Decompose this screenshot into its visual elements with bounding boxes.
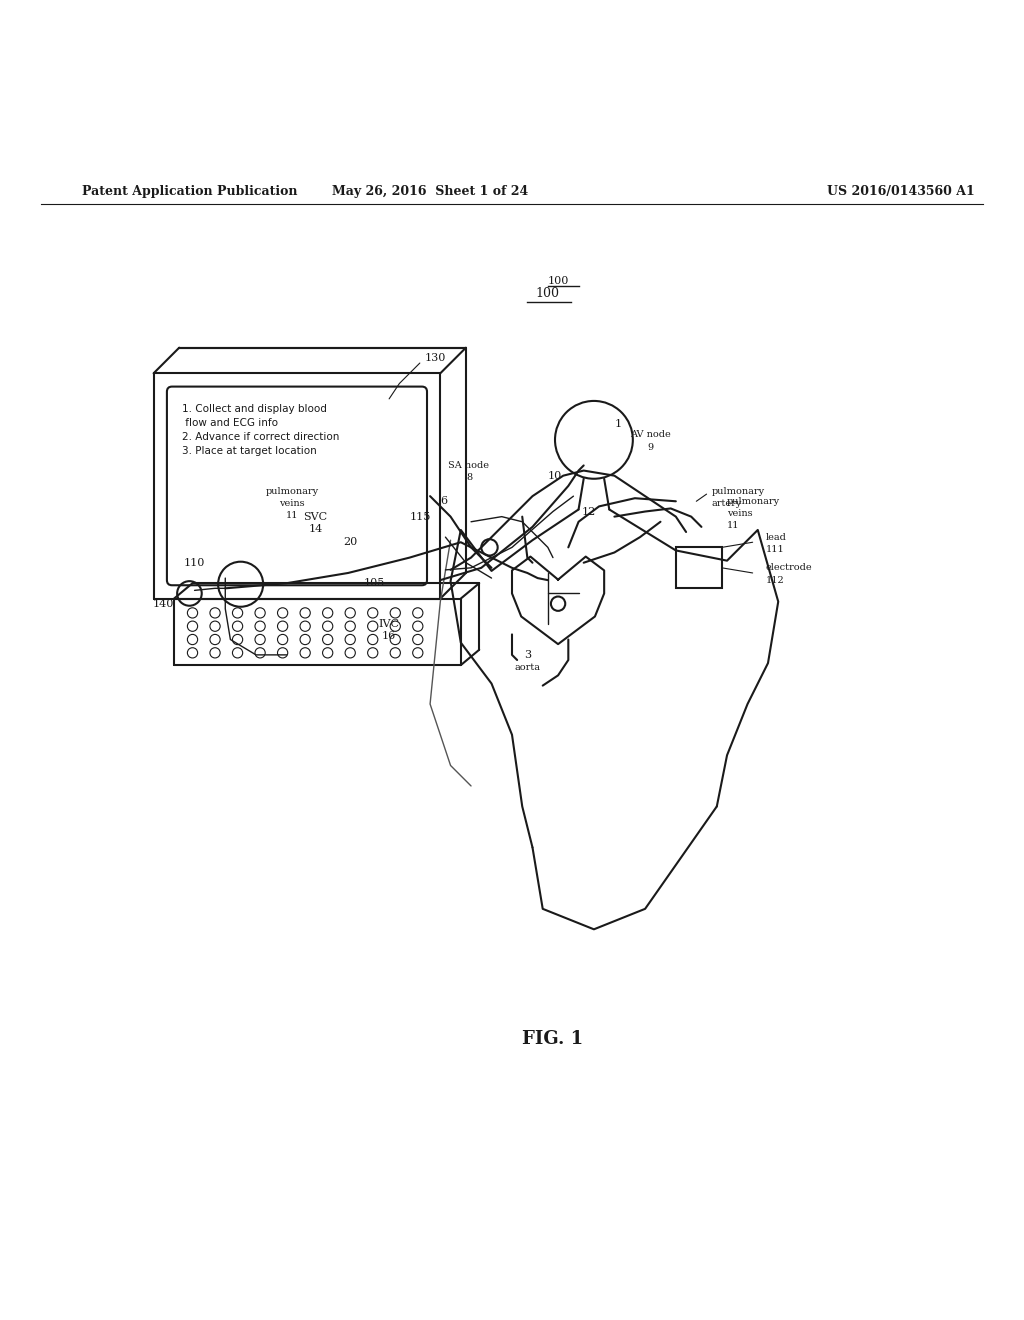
Text: veins: veins — [727, 510, 753, 517]
Text: 16: 16 — [382, 631, 396, 642]
Text: 8: 8 — [466, 474, 472, 482]
Text: 11: 11 — [286, 511, 298, 520]
Text: pulmonary: pulmonary — [265, 487, 318, 495]
Text: May 26, 2016  Sheet 1 of 24: May 26, 2016 Sheet 1 of 24 — [332, 185, 528, 198]
Text: SVC: SVC — [303, 512, 328, 521]
FancyBboxPatch shape — [167, 387, 427, 585]
Text: aorta: aorta — [514, 663, 541, 672]
Text: AV node: AV node — [630, 430, 671, 440]
Text: 3: 3 — [524, 649, 530, 660]
Text: SA node: SA node — [449, 461, 489, 470]
Text: IVC: IVC — [379, 619, 399, 630]
Text: pulmonary: pulmonary — [727, 496, 780, 506]
Text: 140: 140 — [153, 599, 174, 609]
Text: 110: 110 — [183, 558, 205, 568]
Text: lead: lead — [766, 532, 786, 541]
Text: 14: 14 — [308, 524, 323, 533]
Text: Patent Application Publication: Patent Application Publication — [82, 185, 297, 198]
Text: US 2016/0143560 A1: US 2016/0143560 A1 — [827, 185, 975, 198]
Text: 1: 1 — [614, 420, 622, 429]
Text: 11: 11 — [727, 521, 739, 531]
Text: 100: 100 — [548, 276, 569, 286]
Text: 130: 130 — [425, 352, 446, 363]
Text: 105: 105 — [364, 578, 385, 589]
Text: 6: 6 — [440, 496, 447, 507]
Text: pulmonary: pulmonary — [712, 487, 765, 495]
Bar — [676, 548, 722, 589]
Text: 112: 112 — [766, 576, 784, 585]
Text: artery: artery — [712, 499, 742, 508]
Text: 100: 100 — [536, 286, 560, 300]
Text: 20: 20 — [343, 537, 357, 548]
Text: FIG. 1: FIG. 1 — [522, 1030, 584, 1048]
Text: 1. Collect and display blood
 flow and ECG info
2. Advance if correct direction
: 1. Collect and display blood flow and EC… — [182, 404, 340, 455]
Text: 115: 115 — [410, 512, 431, 521]
Text: 9: 9 — [647, 442, 653, 451]
Text: 111: 111 — [766, 545, 784, 554]
Text: 10: 10 — [548, 471, 562, 480]
Text: veins: veins — [279, 499, 305, 508]
Text: electrode: electrode — [766, 564, 813, 573]
Text: 12: 12 — [582, 507, 596, 516]
